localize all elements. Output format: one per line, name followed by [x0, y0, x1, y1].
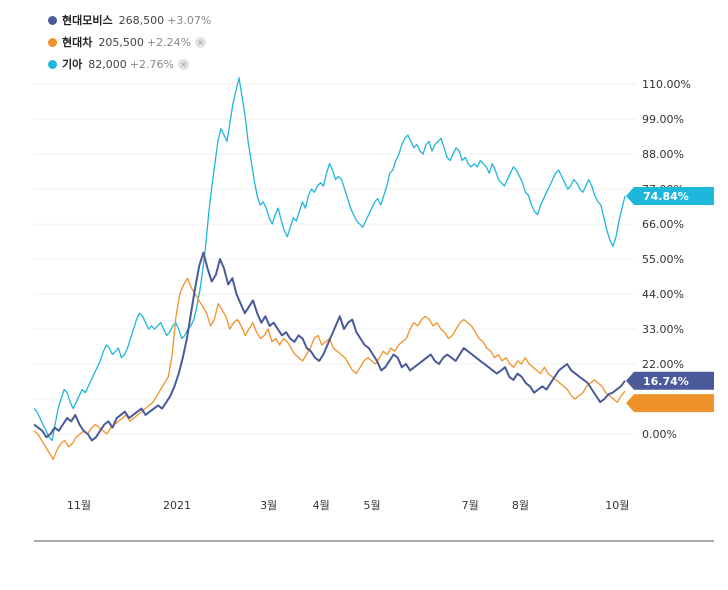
x-tick-label: 4월 [313, 499, 330, 512]
legend-color-dot [48, 15, 57, 25]
y-tick-label: 33.00% [642, 323, 684, 336]
legend-change: +2.24% [146, 35, 192, 49]
end-value-tag-label: 16.74% [643, 375, 689, 388]
end-value-tags: 74.84% 16.74% [626, 187, 714, 413]
legend-color-dot [48, 59, 57, 69]
end-value-tag: 16.74% [626, 371, 714, 390]
x-axis: 11월 2021 3월 4월 5월 7월 8월 10월 [67, 499, 630, 512]
end-value-tag-shape [626, 187, 714, 206]
y-tick-label: 110.00% [642, 78, 691, 91]
series-line-1 [33, 277, 626, 461]
remove-series-icon[interactable]: × [195, 36, 207, 48]
x-tick-label: 10월 [605, 499, 629, 512]
legend-color-dot [48, 37, 57, 47]
y-tick-label: 0.00% [642, 428, 677, 441]
legend-item[interactable]: 현대차 205,500 +2.24% × [48, 31, 215, 53]
end-value-tag: 74.84% [626, 187, 714, 206]
remove-series-icon[interactable]: × [177, 58, 189, 70]
end-value-tag-shape [626, 371, 714, 390]
y-tick-label: 88.00% [642, 148, 684, 161]
y-tick-label: 99.00% [642, 113, 684, 126]
y-tick-label: 44.00% [642, 288, 684, 301]
x-tick-label: 7월 [462, 499, 479, 512]
legend-price: 82,000 [88, 57, 127, 71]
legend-name: 현대모비스 [62, 14, 113, 27]
y-tick-label: 66.00% [642, 218, 684, 231]
x-tick-label: 3월 [260, 499, 277, 512]
legend-change: +3.07% [167, 13, 212, 27]
series-line-0 [33, 77, 626, 442]
y-tick-label: 22.00% [642, 358, 684, 371]
gridlines [34, 83, 636, 435]
legend-change: +2.76% [129, 57, 174, 71]
legend-item[interactable]: 기아 82,000 +2.76% × [48, 53, 215, 75]
end-value-tag [626, 394, 714, 413]
series-lines [33, 77, 626, 461]
legend-name: 기아 [62, 58, 83, 71]
legend-item[interactable]: 현대모비스 268,500 +3.07% [48, 9, 215, 31]
end-value-tag-shape [626, 394, 714, 413]
end-value-tag-label: 74.84% [643, 190, 689, 203]
x-tick-label: 5월 [363, 499, 380, 512]
legend-price: 205,500 [98, 35, 144, 49]
x-tick-label: 8월 [512, 499, 529, 512]
series-line-2 [33, 251, 626, 442]
legend: 현대모비스 268,500 +3.07% 현대차 205,500 +2.24% × 기아 82,… [48, 9, 215, 75]
x-tick-label: 2021 [163, 499, 191, 512]
legend-price: 268,500 [118, 13, 165, 27]
legend-name: 현대차 [62, 36, 93, 49]
x-tick-label: 11월 [67, 499, 91, 512]
y-tick-label: 55.00% [642, 253, 684, 266]
